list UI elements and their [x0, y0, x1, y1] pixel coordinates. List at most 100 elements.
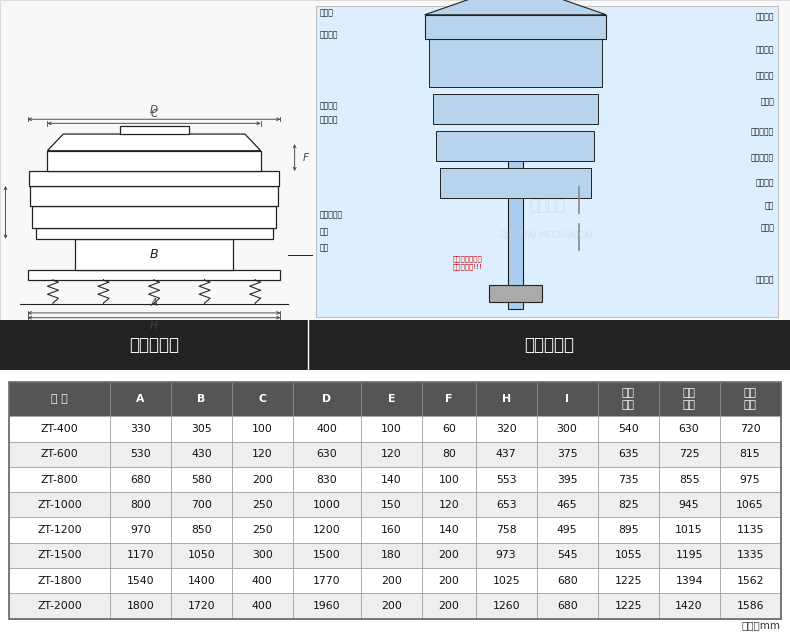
Text: 250: 250: [252, 500, 273, 510]
Text: C: C: [150, 109, 158, 119]
Bar: [597, 593, 659, 618]
Text: 中部框架: 中部框架: [320, 101, 338, 110]
Text: 120: 120: [252, 449, 273, 460]
Text: 120: 120: [381, 449, 402, 460]
Text: 320: 320: [496, 424, 517, 434]
Bar: [171, 442, 231, 467]
Text: 压紧环: 压紧环: [320, 8, 334, 18]
Text: B: B: [198, 394, 205, 404]
Bar: [422, 593, 476, 618]
Text: 1055: 1055: [615, 550, 642, 560]
Bar: [597, 467, 659, 492]
Text: 60: 60: [442, 424, 456, 434]
Bar: [597, 568, 659, 593]
Bar: [659, 593, 720, 618]
Bar: [9, 442, 110, 467]
Bar: [536, 593, 597, 618]
Text: 140: 140: [438, 525, 459, 535]
Text: 1586: 1586: [736, 601, 764, 611]
Bar: [476, 492, 536, 518]
Text: 975: 975: [739, 475, 760, 485]
Text: 825: 825: [618, 500, 638, 510]
Text: 200: 200: [381, 601, 402, 611]
Bar: [0, 0, 790, 320]
Text: 1394: 1394: [675, 575, 703, 586]
Text: 395: 395: [557, 475, 577, 485]
Text: 上部重锤: 上部重锤: [756, 179, 774, 188]
Bar: [231, 568, 293, 593]
Bar: [536, 518, 597, 542]
Bar: [476, 568, 536, 593]
Bar: [536, 382, 597, 417]
Bar: [316, 6, 778, 316]
Bar: [0, 320, 308, 370]
Bar: [308, 320, 790, 370]
Bar: [28, 270, 280, 280]
Bar: [441, 168, 591, 198]
Bar: [9, 568, 110, 593]
Bar: [361, 518, 422, 542]
Text: ZT-600: ZT-600: [41, 449, 78, 460]
Text: C: C: [258, 394, 266, 404]
Bar: [293, 382, 361, 417]
Text: 400: 400: [317, 424, 337, 434]
Text: 700: 700: [191, 500, 212, 510]
Bar: [476, 417, 536, 442]
Bar: [361, 467, 422, 492]
Text: 电动机: 电动机: [760, 223, 774, 232]
Text: D: D: [150, 105, 158, 115]
Text: 1335: 1335: [736, 550, 764, 560]
Bar: [422, 542, 476, 568]
Text: D: D: [322, 394, 332, 404]
Text: 1065: 1065: [736, 500, 764, 510]
Bar: [293, 417, 361, 442]
Text: 160: 160: [381, 525, 402, 535]
Text: 1050: 1050: [187, 550, 215, 560]
Bar: [488, 285, 542, 302]
Text: 735: 735: [618, 475, 638, 485]
Text: 580: 580: [191, 475, 212, 485]
Text: 495: 495: [557, 525, 577, 535]
Bar: [720, 593, 781, 618]
Bar: [9, 382, 110, 417]
Text: 运输用固定螺栓
试机时去掉!!!: 运输用固定螺栓 试机时去掉!!!: [452, 256, 482, 270]
Bar: [597, 442, 659, 467]
Text: 830: 830: [317, 475, 337, 485]
Text: 250: 250: [252, 525, 273, 535]
Bar: [9, 542, 110, 568]
Text: 150: 150: [381, 500, 402, 510]
Bar: [659, 442, 720, 467]
Text: 653: 653: [496, 500, 517, 510]
Text: 1170: 1170: [126, 550, 154, 560]
Bar: [422, 492, 476, 518]
Text: 1195: 1195: [675, 550, 703, 560]
Bar: [231, 467, 293, 492]
Text: 530: 530: [130, 449, 151, 460]
Bar: [171, 542, 231, 568]
Text: 305: 305: [191, 424, 212, 434]
Text: 单位：mm: 单位：mm: [742, 620, 781, 630]
Text: 540: 540: [618, 424, 638, 434]
Bar: [231, 542, 293, 568]
Bar: [422, 568, 476, 593]
Text: ZT-400: ZT-400: [41, 424, 78, 434]
Bar: [293, 593, 361, 618]
Bar: [597, 492, 659, 518]
Text: F: F: [445, 394, 453, 404]
Text: 1400: 1400: [187, 575, 215, 586]
Bar: [720, 467, 781, 492]
Bar: [231, 492, 293, 518]
Bar: [9, 492, 110, 518]
Text: 630: 630: [679, 424, 699, 434]
Bar: [47, 151, 261, 171]
Bar: [231, 593, 293, 618]
Text: 三层
高度: 三层 高度: [743, 388, 757, 410]
Bar: [110, 417, 171, 442]
Bar: [119, 126, 189, 134]
Bar: [293, 518, 361, 542]
Text: 筛网法兰: 筛网法兰: [756, 72, 774, 80]
Bar: [110, 467, 171, 492]
Bar: [361, 568, 422, 593]
Bar: [361, 442, 422, 467]
Bar: [75, 239, 233, 270]
